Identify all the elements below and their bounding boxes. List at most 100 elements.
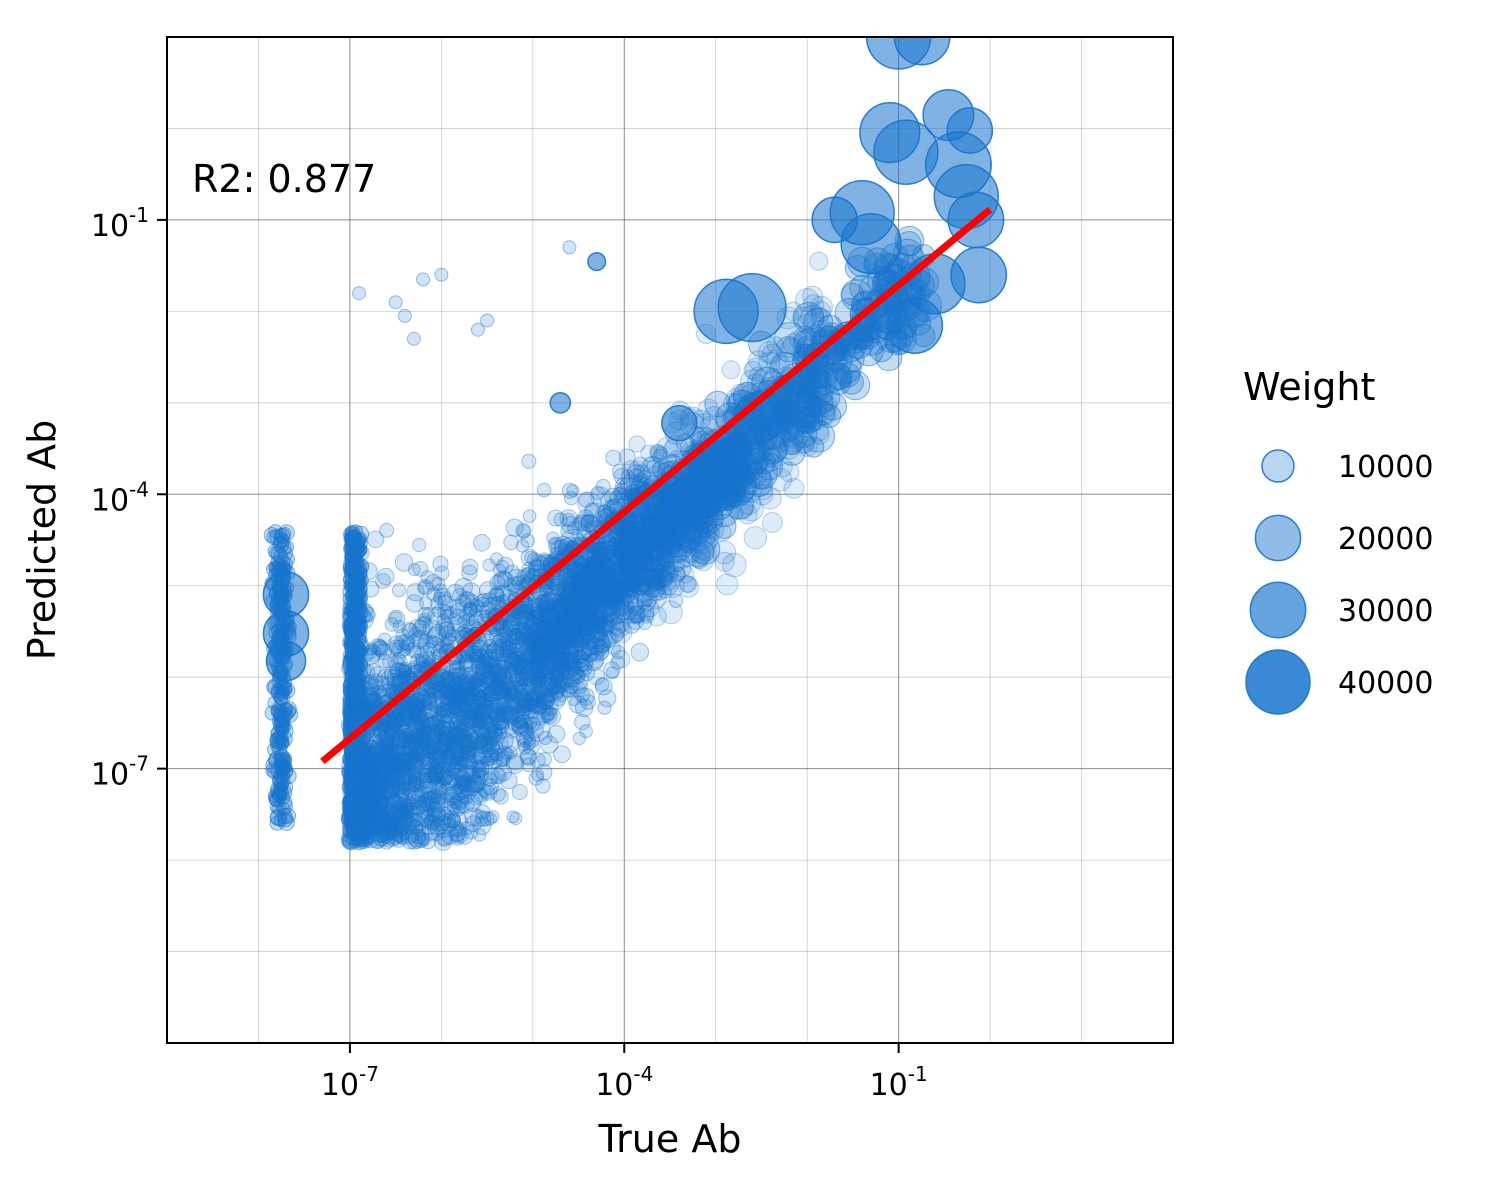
data-point xyxy=(373,777,391,795)
data-point xyxy=(631,576,650,595)
data-point xyxy=(439,683,456,700)
data-point xyxy=(535,692,552,710)
data-point xyxy=(578,583,597,602)
data-point xyxy=(655,545,671,561)
data-point xyxy=(413,687,431,704)
data-point xyxy=(534,693,552,711)
data-point xyxy=(505,664,524,683)
data-point xyxy=(651,534,668,551)
data-point xyxy=(613,538,627,551)
data-point xyxy=(521,453,537,469)
data-point xyxy=(651,511,676,536)
data-point xyxy=(614,522,629,537)
data-point xyxy=(448,725,463,740)
data-point xyxy=(459,749,478,768)
data-point xyxy=(540,672,559,691)
data-point xyxy=(566,484,580,498)
data-point xyxy=(573,583,591,601)
data-point xyxy=(617,600,641,624)
data-point xyxy=(419,596,433,611)
data-point xyxy=(422,619,442,639)
data-point xyxy=(432,731,449,747)
data-point xyxy=(626,575,644,593)
data-point xyxy=(398,704,413,719)
data-point xyxy=(631,532,648,549)
data-point xyxy=(461,612,476,626)
data-point xyxy=(377,749,392,764)
data-point xyxy=(446,762,465,780)
data-point xyxy=(438,740,453,755)
data-point xyxy=(620,556,637,573)
data-point xyxy=(276,763,294,780)
data-point xyxy=(414,739,433,758)
data-point xyxy=(495,625,513,644)
data-point xyxy=(528,670,545,686)
data-point xyxy=(402,726,420,744)
data-point xyxy=(498,677,514,693)
data-point xyxy=(542,625,560,643)
data-point xyxy=(394,763,409,779)
data-point xyxy=(443,810,461,828)
data-point xyxy=(392,782,406,796)
data-point xyxy=(516,600,535,620)
data-point xyxy=(468,746,486,765)
data-point xyxy=(471,717,489,735)
data-point xyxy=(459,744,476,761)
data-point xyxy=(367,530,385,549)
data-point xyxy=(393,828,409,845)
data-point xyxy=(546,615,571,641)
data-point xyxy=(436,704,455,723)
data-point xyxy=(366,773,380,787)
data-point xyxy=(501,630,518,647)
data-point xyxy=(423,740,438,754)
data-point xyxy=(647,575,664,592)
data-point xyxy=(546,678,566,698)
data-point xyxy=(636,552,655,571)
data-point xyxy=(463,824,479,840)
data-point xyxy=(456,729,473,747)
data-point xyxy=(581,563,595,577)
data-point xyxy=(412,823,426,837)
data-point xyxy=(433,748,448,764)
data-point xyxy=(511,657,527,673)
data-point xyxy=(672,558,692,578)
data-point xyxy=(484,627,503,647)
data-point xyxy=(376,668,395,687)
data-point xyxy=(652,527,666,541)
data-point xyxy=(500,645,517,662)
data-point xyxy=(633,541,651,559)
data-point xyxy=(570,577,587,594)
data-point xyxy=(391,715,410,734)
data-point xyxy=(439,637,455,653)
data-point xyxy=(516,524,531,539)
data-point xyxy=(597,578,612,593)
data-point xyxy=(508,568,526,586)
data-point xyxy=(539,640,555,657)
data-point xyxy=(551,661,567,677)
data-point xyxy=(433,583,448,598)
data-point xyxy=(523,736,537,750)
data-point xyxy=(433,641,449,658)
data-point xyxy=(526,721,544,739)
data-point xyxy=(538,687,555,704)
data-point xyxy=(476,702,493,719)
data-point xyxy=(510,655,528,673)
data-point xyxy=(380,740,399,759)
data-point xyxy=(446,743,462,759)
data-point xyxy=(367,778,383,794)
data-point xyxy=(474,714,488,729)
data-point xyxy=(482,722,498,739)
data-point xyxy=(581,645,599,663)
data-point xyxy=(384,751,403,770)
data-point xyxy=(413,656,430,673)
data-point xyxy=(399,751,418,771)
data-point xyxy=(599,568,618,587)
data-point xyxy=(519,648,535,665)
data-point xyxy=(417,615,431,629)
data-point xyxy=(648,537,663,552)
data-point xyxy=(492,667,511,685)
data-point xyxy=(507,710,522,725)
data-point xyxy=(553,539,572,557)
data-point xyxy=(426,757,441,771)
